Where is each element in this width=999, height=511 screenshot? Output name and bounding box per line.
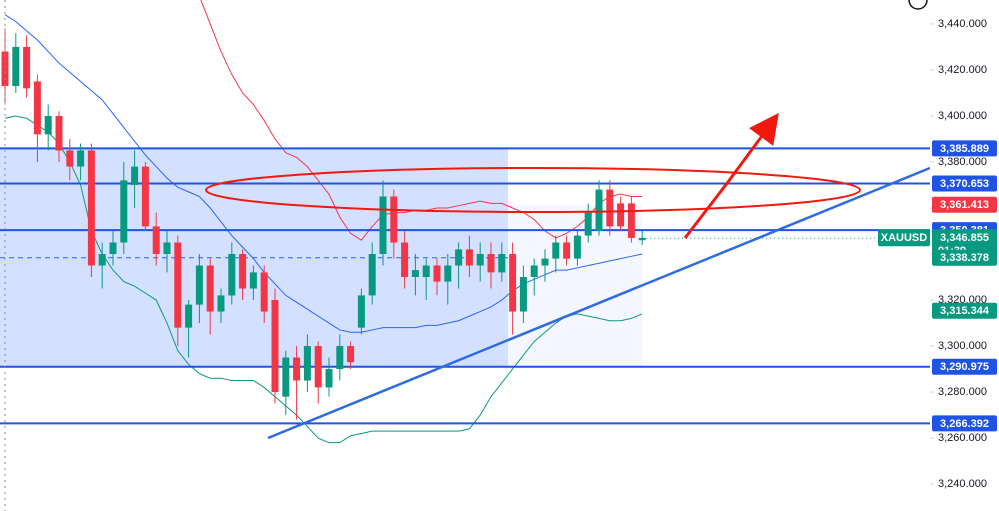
candle-body <box>77 150 85 167</box>
y-tick-label: 3,240.000 <box>938 478 987 490</box>
candle-body <box>260 272 268 312</box>
candle-body <box>239 254 247 289</box>
candle-body <box>293 357 301 381</box>
level-label: 3,266.392 <box>940 418 989 430</box>
candle-body <box>336 346 344 370</box>
candle-body <box>476 254 484 266</box>
y-tick-label: 3,400.000 <box>938 110 987 122</box>
candle-body <box>282 357 290 397</box>
candle-body <box>141 166 149 227</box>
candle-body <box>206 265 214 312</box>
direction-arrow <box>683 112 779 239</box>
highlight-ellipse <box>205 167 861 213</box>
candle-body <box>519 277 527 312</box>
level-badge <box>932 175 997 192</box>
candle-body <box>357 295 365 328</box>
y-tick-label: 3,260.000 <box>938 432 987 444</box>
candle-body <box>411 270 419 278</box>
price-badge <box>932 196 997 213</box>
y-tick-label: 3,440.000 <box>938 18 987 30</box>
level-badge <box>932 140 997 157</box>
candle-body <box>595 189 603 231</box>
candle-body <box>33 81 41 135</box>
candle-body <box>401 242 409 278</box>
candle-body <box>195 265 203 305</box>
candle-body <box>131 166 139 185</box>
candle-body <box>638 237 646 241</box>
y-tick-label: 3,300.000 <box>938 340 987 352</box>
price-label: 3,361.413 <box>940 199 989 211</box>
candle-body <box>530 265 538 278</box>
candle-body <box>422 265 430 278</box>
band-line <box>4 115 643 444</box>
price-label: 3,338.378 <box>940 252 989 264</box>
candle-body <box>379 196 387 255</box>
projection-zone <box>508 204 643 367</box>
candle-body <box>314 346 322 388</box>
candle-body <box>66 150 74 167</box>
candle-body <box>303 346 311 381</box>
candle-body <box>541 258 549 266</box>
zone-layer <box>0 148 643 367</box>
symbol-label: XAUUSD <box>881 232 928 244</box>
candle-body <box>98 254 106 266</box>
level-label: 3,385.889 <box>940 143 989 155</box>
candle-body <box>109 242 117 255</box>
candle-body <box>1 51 9 87</box>
candle-body <box>487 254 495 273</box>
price-label: 3,315.344 <box>940 305 990 317</box>
candle-body <box>87 150 95 266</box>
candle-body <box>498 254 506 273</box>
candle-body <box>444 265 452 282</box>
candle-body <box>465 249 473 266</box>
y-tick-label: 3,420.000 <box>938 64 987 76</box>
candle-body <box>563 242 571 259</box>
candle-body <box>390 196 398 243</box>
level-label: 3,370.653 <box>940 178 989 190</box>
price-badge <box>932 249 997 266</box>
candle-body <box>249 272 257 289</box>
candle-body <box>163 242 171 255</box>
last-price-label: 3,346.855 <box>940 232 989 244</box>
level-badge <box>932 415 997 432</box>
settings-icon[interactable] <box>908 0 928 10</box>
candle-body <box>509 254 517 312</box>
y-tick-label: 3,280.000 <box>938 386 987 398</box>
band-line <box>4 14 643 333</box>
candle-body <box>12 46 20 87</box>
y-tick-label: 3,380.000 <box>938 156 987 168</box>
candle-body <box>23 46 31 89</box>
candle-body <box>606 189 614 227</box>
symbol-badge <box>878 229 930 247</box>
candle-body <box>347 346 355 363</box>
candle-body <box>627 203 635 238</box>
candle-body <box>152 226 160 255</box>
candle-body <box>228 254 236 296</box>
price-badge <box>932 302 997 319</box>
candle-body <box>120 180 128 243</box>
candle-body <box>217 295 225 312</box>
candle-body <box>433 265 441 282</box>
candle-body <box>325 369 333 388</box>
candle-body <box>185 304 193 328</box>
candle-body <box>552 242 560 259</box>
candle-body <box>368 254 376 296</box>
candle-body <box>174 242 182 328</box>
candle-body <box>55 115 63 151</box>
candle-body <box>455 249 463 266</box>
trend-line <box>267 166 931 440</box>
drawings <box>4 0 931 511</box>
level-label: 3,290.975 <box>940 361 989 373</box>
level-badge <box>932 358 997 375</box>
candle-body <box>44 115 52 135</box>
candle-body <box>573 235 581 259</box>
candle-body <box>617 203 625 227</box>
candle-body <box>584 212 592 236</box>
candle-body <box>271 300 279 393</box>
badge-layer: 3,385.8893,370.6533,350.3813,290.9753,26… <box>878 140 997 432</box>
